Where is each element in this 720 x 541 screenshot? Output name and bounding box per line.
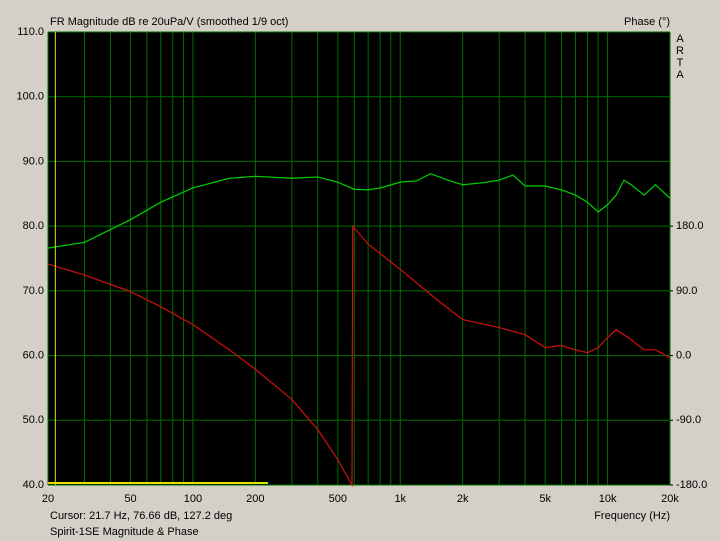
y-tick-label: 80.0: [23, 220, 44, 232]
y2-tick-label: 90.0: [676, 285, 697, 297]
chart-title: FR Magnitude dB re 20uPa/V (smoothed 1/9…: [50, 16, 288, 28]
x-tick-label: 10k: [599, 493, 617, 505]
y-tick-label: 100.0: [16, 91, 44, 103]
y-tick-label: 60.0: [23, 349, 44, 361]
x-tick-label: 20: [42, 493, 54, 505]
series-line: [47, 224, 671, 488]
footer: Spirit-1SE Magnitude & Phase: [50, 526, 199, 538]
series-line: [47, 173, 671, 249]
plot-area: [48, 32, 670, 485]
y2-tick-label: 180.0: [676, 220, 704, 232]
x-tick-label: 50: [124, 493, 136, 505]
y2-tick-label: 0.0: [676, 349, 691, 361]
y-tick-label: 110.0: [17, 26, 44, 38]
y2-tick-label: -90.0: [676, 414, 701, 426]
y2-tick-label: -180.0: [676, 479, 707, 491]
y-tick-label: 40.0: [23, 479, 44, 491]
x-tick-label: 20k: [661, 493, 679, 505]
y-tick-label: 90.0: [23, 155, 44, 167]
x-axis-title: Frequency (Hz): [594, 510, 670, 522]
x-tick-label: 100: [184, 493, 202, 505]
brand: ARTA: [674, 33, 686, 81]
x-tick-label: 200: [246, 493, 264, 505]
y2-axis-title: Phase (°): [624, 16, 670, 28]
x-tick-label: 2k: [457, 493, 469, 505]
y-tick-label: 50.0: [23, 414, 44, 426]
cursor-readout: Cursor: 21.7 Hz, 76.66 dB, 127.2 deg: [50, 510, 232, 522]
y-tick-label: 70.0: [23, 285, 44, 297]
x-tick-label: 500: [329, 493, 347, 505]
x-tick-label: 1k: [394, 493, 406, 505]
x-tick-label: 5k: [539, 493, 551, 505]
